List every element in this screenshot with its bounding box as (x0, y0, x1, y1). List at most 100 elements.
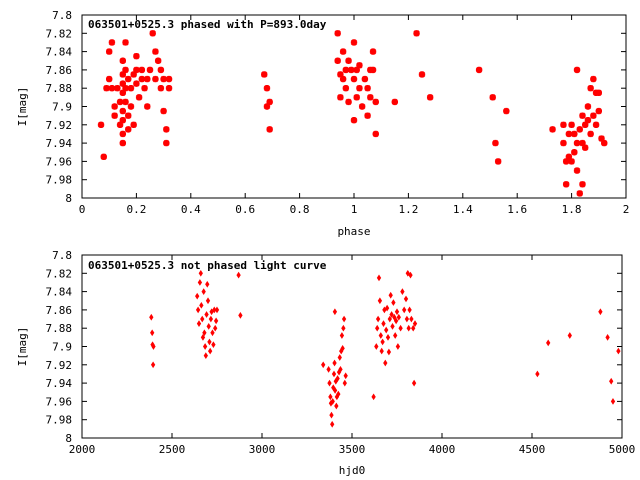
unphased-data-point (327, 379, 332, 387)
unphased-data-point (238, 312, 243, 319)
unphased-data-point (210, 329, 215, 337)
phased-data-point (103, 85, 110, 92)
unphased-data-point (339, 332, 345, 339)
unphased-data-point (196, 320, 202, 327)
unphased-data-point (411, 379, 417, 387)
phased-y-tick-label: 7.82 (46, 27, 73, 40)
phased-data-point (353, 94, 360, 101)
unphased-data-point (390, 323, 395, 330)
unphased-data-point (384, 304, 390, 312)
unphased-data-point (412, 320, 418, 327)
unphased-data-point (207, 338, 212, 346)
phased-data-point (119, 57, 126, 64)
phased-data-point (587, 130, 594, 138)
unphased-data-point (213, 324, 218, 332)
unphased-data-point (407, 306, 412, 314)
unphased-y-tick-label: 8 (65, 432, 72, 445)
phased-data-point (106, 75, 113, 83)
unphased-data-point (385, 333, 391, 341)
unphased-data-point (326, 366, 331, 373)
unphased-data-point (374, 343, 379, 350)
unphased-data-point (328, 393, 333, 401)
unphased-data-point (151, 343, 156, 350)
phased-data-point (263, 85, 271, 92)
unphased-data-point (393, 317, 399, 325)
unphased-data-point (208, 315, 214, 323)
phased-x-tick-label: 0 (79, 203, 86, 216)
phased-data-point (562, 158, 570, 165)
phased-data-point (127, 85, 135, 92)
phased-data-point (426, 94, 434, 101)
unphased-data-point (375, 315, 381, 323)
phased-data-point (125, 126, 132, 133)
phased-data-point (130, 121, 137, 128)
unphased-data-point (388, 291, 393, 299)
phased-data-point (565, 153, 573, 161)
phased-data-point (350, 117, 358, 124)
phased-x-tick-label: 0.8 (290, 203, 310, 216)
phased-y-tick-label: 7.92 (46, 119, 73, 132)
phased-data-point (568, 121, 575, 128)
phased-data-point (573, 66, 581, 74)
unphased-x-tick-label: 5000 (609, 443, 636, 456)
unphased-data-point (405, 269, 410, 277)
phased-data-point (562, 181, 570, 188)
phased-x-tick-label: 1.8 (562, 203, 582, 216)
unphased-data-point (236, 271, 241, 279)
phased-data-point (339, 48, 347, 55)
unphased-data-point (400, 288, 405, 295)
unphased-data-point (394, 308, 400, 316)
unphased-plot-frame (81, 254, 623, 439)
phased-data-point (601, 139, 608, 147)
phased-data-point (369, 66, 377, 74)
phased-data-point (584, 103, 592, 110)
phased-data-point (337, 71, 344, 78)
unphased-data-point (409, 315, 414, 323)
phased-y-tick-label: 8 (65, 192, 72, 205)
unphased-data-point (204, 311, 209, 318)
phased-y-tick-label: 7.9 (52, 101, 72, 114)
phased-data-point (391, 98, 398, 106)
unphased-data-point (598, 308, 603, 316)
unphased-data-point (206, 323, 211, 330)
unphased-y-tick-label: 7.94 (46, 377, 73, 390)
phased-data-point (119, 117, 126, 124)
unphased-data-point (150, 361, 156, 369)
unphased-data-point (321, 361, 326, 369)
unphased-data-point (205, 297, 211, 305)
phased-data-point (116, 98, 124, 106)
phased-x-tick-label: 1.4 (453, 203, 473, 216)
unphased-data-point (200, 333, 206, 341)
phased-data-point (138, 66, 146, 74)
unphased-data-point (330, 420, 335, 428)
phased-data-point (342, 66, 350, 74)
phased-data-point (350, 39, 358, 46)
unphased-data-point (341, 315, 347, 323)
phased-data-point (369, 48, 377, 55)
phased-data-point (108, 39, 116, 46)
phased-x-tick-label: 1 (351, 203, 358, 216)
phased-y-tick-label: 7.86 (46, 64, 73, 77)
unphased-data-point (404, 315, 410, 323)
phased-data-point (100, 153, 107, 161)
phased-data-point (372, 130, 379, 138)
unphased-y-tick-label: 7.92 (46, 359, 73, 372)
unphased-data-point (337, 354, 342, 361)
unphased-data-point (201, 288, 206, 295)
phased-data-point (560, 139, 567, 147)
unphased-data-point (208, 347, 213, 355)
phased-light-curve-panel: 0 0.2 0.4 0.6 0.8 1 1.2 1.4 1.6 1.8 2 7.8 7.82 7.84 7.… (16, 9, 629, 238)
unphased-data-point (332, 359, 337, 367)
phased-data-point (119, 89, 126, 96)
unphased-data-point (199, 301, 204, 309)
phased-data-point (353, 66, 360, 74)
unphased-data-point (197, 279, 203, 286)
phased-data-point (133, 66, 140, 74)
phased-x-tick-label: 0.6 (235, 203, 255, 216)
phased-x-tick-label: 0.2 (126, 203, 146, 216)
phased-data-point (138, 75, 146, 83)
unphased-data-point (383, 359, 388, 367)
unphased-x-tick-label: 4000 (429, 443, 456, 456)
unphased-data-point (567, 332, 572, 339)
